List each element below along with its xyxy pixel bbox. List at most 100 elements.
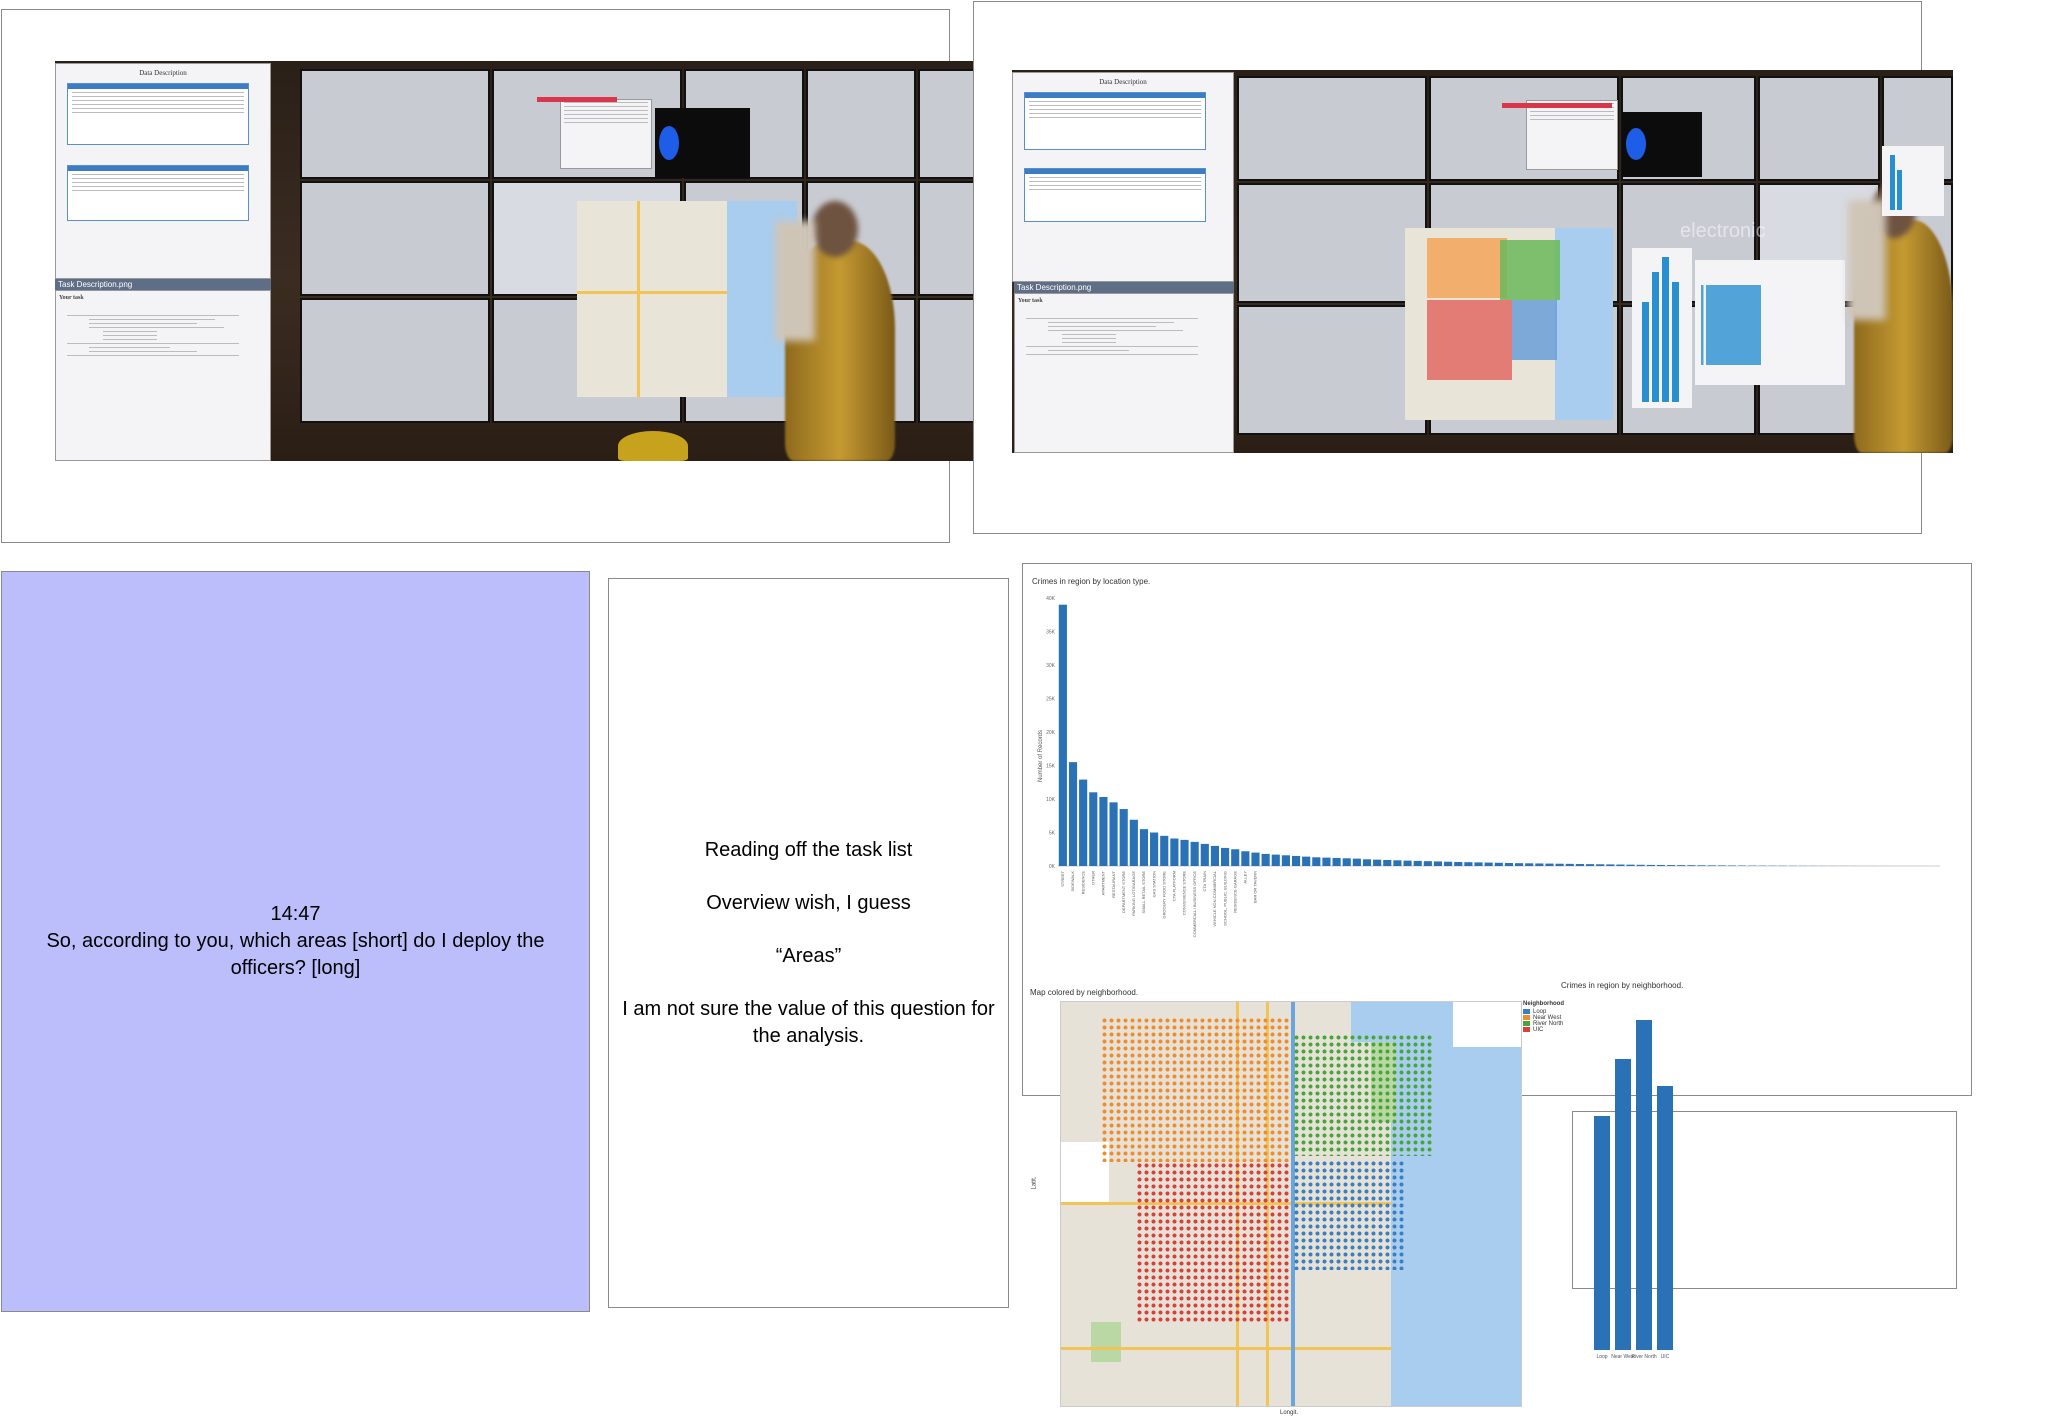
legend-item: River North <box>1523 1021 1587 1027</box>
y-tick-label: 25K <box>1046 697 1056 703</box>
y-tick-label: 35K <box>1046 630 1056 636</box>
bar <box>1058 604 1067 866</box>
chart-title: Crimes in region by neighborhood. <box>1561 981 1683 990</box>
bar <box>1596 864 1605 866</box>
bar <box>1657 1086 1673 1350</box>
legend-item: UIC <box>1523 1027 1587 1033</box>
bar <box>1575 863 1584 866</box>
bar <box>1251 852 1260 866</box>
bar <box>1515 863 1524 866</box>
x-tick-label: River North <box>1631 1354 1657 1360</box>
x-tick-label: GROCERY FOOD STORE <box>1161 871 1166 919</box>
x-tick-label: PARKING LOT/GARAGE <box>1131 871 1136 916</box>
bar <box>1687 865 1696 866</box>
region-loop <box>1293 1160 1405 1270</box>
legend-item: Loop <box>1523 1009 1587 1015</box>
bar <box>1474 862 1483 866</box>
bar <box>1393 860 1402 866</box>
bar <box>1433 861 1443 866</box>
neighborhood-map <box>1060 1001 1522 1407</box>
x-tick-label: VEHICLE NON-COMMERCIAL <box>1212 870 1217 926</box>
bar <box>1707 865 1716 866</box>
y-tick-label: 20K <box>1046 730 1056 736</box>
bar <box>1646 864 1655 866</box>
task-window-titlebar: Task Description.png <box>55 279 271 290</box>
bar <box>1616 864 1625 866</box>
x-tick-label: CTA TRAIN <box>1202 871 1207 892</box>
chart-title: Crimes in region by location type. <box>1032 577 1150 586</box>
region-river-north <box>1293 1034 1433 1156</box>
display-wall-photo-left: Data Description Task Description.png Yo… <box>55 61 990 461</box>
task-description-doc: Your task <box>1014 293 1234 453</box>
map-x-label: Longit. <box>1280 1410 1299 1416</box>
map-legend: Neighborhood Loop Near West River North … <box>1523 1001 1587 1055</box>
map-window-mini <box>1405 228 1613 420</box>
map-title: Map colored by neighborhood. <box>1030 988 1139 997</box>
bar <box>1089 792 1098 866</box>
bar <box>1525 863 1534 866</box>
bar <box>1565 863 1574 866</box>
participant-quote: So, according to you, which areas [short… <box>46 930 545 979</box>
y-axis-label: Number of Records <box>1038 730 1044 782</box>
bar <box>1717 865 1726 866</box>
bar <box>1545 863 1554 866</box>
x-tick-label: GAS STATION <box>1151 871 1156 897</box>
bar <box>1180 839 1189 866</box>
bar <box>1535 863 1544 866</box>
display-wall-photo-right: Data Description Task Description.png Yo… <box>1012 70 1953 453</box>
note-line: Reading off the task list <box>704 838 913 861</box>
bar <box>1261 853 1270 866</box>
timestamp: 14:47 <box>270 903 321 925</box>
bar <box>1656 864 1666 866</box>
bar <box>1302 856 1311 866</box>
bar <box>1221 847 1230 866</box>
x-tick-label: SMALL RETAIL STORE <box>1141 871 1146 914</box>
x-tick-label: SCHOOL, PUBLIC, BUILDING <box>1222 871 1227 926</box>
x-tick-label: DEPARTMENT STORE <box>1121 871 1126 913</box>
bar <box>1241 851 1250 866</box>
bar <box>1160 835 1169 866</box>
bar <box>1636 864 1645 866</box>
x-tick-label: CONVENIENCE STORE <box>1182 871 1187 915</box>
wall-logo-text: electronic <box>1680 220 1766 242</box>
note-line: Overview wish, I guess <box>706 891 911 914</box>
bar <box>1291 855 1301 866</box>
bar <box>1585 864 1595 866</box>
observation-notes: Reading off the task list Overview wish,… <box>608 578 1009 1308</box>
bar <box>1068 762 1078 866</box>
neighborhood-chart: Crimes in region by neighborhood. Loop Ne… <box>1561 981 1683 1360</box>
bar <box>1727 865 1737 866</box>
y-tick-label: 0K <box>1049 864 1056 870</box>
x-tick-label: RESIDENCE-GARAGE <box>1232 871 1237 913</box>
bar <box>1150 832 1159 866</box>
region-uic <box>1136 1162 1291 1322</box>
bar <box>1281 855 1290 866</box>
bar <box>1504 862 1514 866</box>
map-window-mini <box>577 201 797 397</box>
bar <box>1373 859 1382 866</box>
x-tick-label: ALLEY <box>1243 871 1248 884</box>
bar <box>1129 819 1138 866</box>
bar <box>1332 857 1341 866</box>
y-tick-label: 10K <box>1046 797 1056 803</box>
y-tick-label: 30K <box>1046 663 1056 669</box>
bar <box>1099 796 1108 866</box>
bar <box>1362 859 1372 866</box>
bar <box>1677 865 1686 866</box>
x-tick-label: BAR OR TAVERN <box>1253 871 1258 903</box>
bar <box>1403 860 1412 866</box>
bar <box>1444 861 1453 866</box>
bar <box>1190 841 1199 866</box>
note-line: I am not sure the value of this question… <box>622 997 995 1047</box>
x-tick-label: SIDEWALK <box>1070 871 1075 892</box>
transcript-panel: 14:47 So, according to you, which areas … <box>1 571 590 1312</box>
x-tick-label: Loop <box>1596 1354 1607 1360</box>
bar <box>1170 838 1179 866</box>
bar <box>1200 843 1209 866</box>
bar <box>1484 862 1493 866</box>
data-description-doc: Data Description <box>55 63 271 279</box>
task-description-doc: Your task <box>55 290 271 461</box>
bar <box>1109 802 1118 866</box>
bar <box>1342 858 1351 866</box>
x-tick-label: OTHER <box>1090 871 1095 885</box>
